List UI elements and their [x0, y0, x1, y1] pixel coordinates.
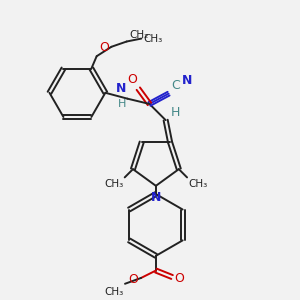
Text: CH₃: CH₃	[104, 179, 123, 189]
Text: O: O	[99, 41, 109, 54]
Text: N: N	[116, 82, 126, 95]
Text: CH₂: CH₂	[129, 30, 148, 40]
Text: O: O	[128, 273, 138, 286]
Text: O: O	[127, 73, 137, 86]
Text: N: N	[151, 191, 161, 204]
Text: O: O	[174, 272, 184, 285]
Text: CH₃: CH₃	[144, 34, 163, 44]
Text: CH₃: CH₃	[188, 179, 208, 189]
Text: N: N	[182, 74, 192, 87]
Text: C: C	[171, 79, 180, 92]
Text: H: H	[118, 99, 126, 109]
Text: H: H	[171, 106, 180, 119]
Text: CH₃: CH₃	[104, 287, 124, 297]
